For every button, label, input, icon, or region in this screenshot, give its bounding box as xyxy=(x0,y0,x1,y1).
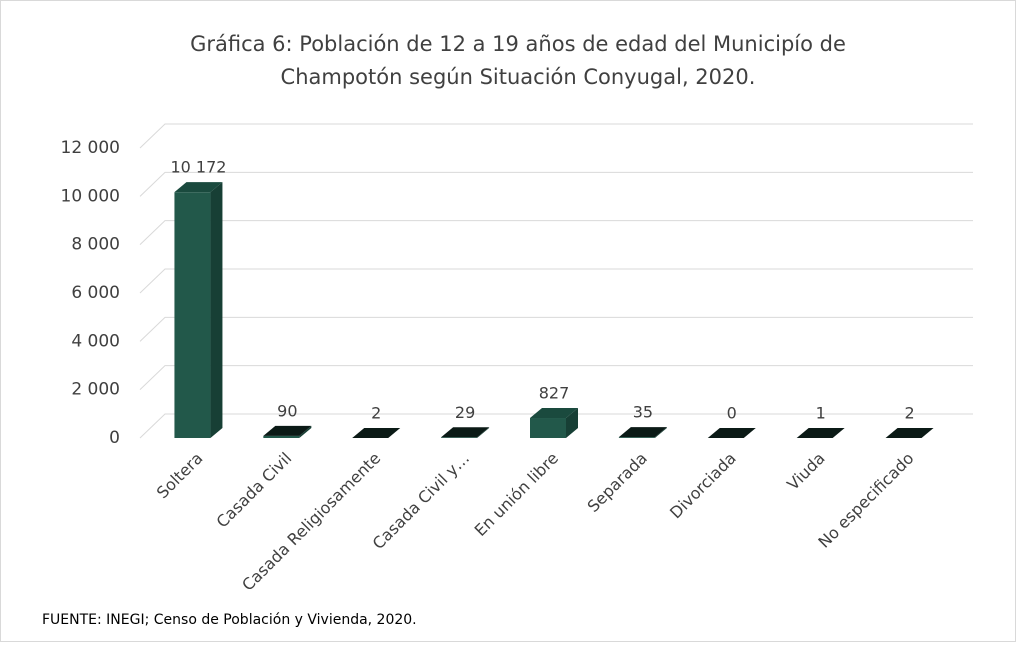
value-label: 35 xyxy=(633,403,653,422)
bar xyxy=(263,436,299,438)
value-label: 90 xyxy=(277,401,297,420)
y-tick-label: 2 000 xyxy=(71,380,120,400)
y-tick-label: 10 000 xyxy=(61,186,120,206)
bar xyxy=(530,418,566,438)
bar xyxy=(441,437,477,438)
y-tick-label: 4 000 xyxy=(71,331,120,351)
bar-side xyxy=(210,182,222,438)
chart-subtitle: Champotón según Situación Conyugal, 2020… xyxy=(281,65,756,89)
value-label: 0 xyxy=(727,404,737,423)
y-tick-label: 8 000 xyxy=(71,235,120,255)
y-tick-label: 6 000 xyxy=(71,283,120,303)
source-note: FUENTE: INEGI; Censo de Población y Vivi… xyxy=(42,612,417,628)
value-label: 827 xyxy=(539,384,570,403)
y-tick-label: 0 xyxy=(109,428,120,448)
bar xyxy=(619,437,655,438)
value-label: 10 172 xyxy=(170,158,226,177)
bar xyxy=(174,192,210,438)
value-label: 1 xyxy=(816,403,826,422)
chart-title: Gráfica 6: Población de 12 a 19 años de … xyxy=(190,32,846,56)
value-label: 2 xyxy=(904,403,914,422)
value-label: 29 xyxy=(455,403,475,422)
y-tick-label: 12 000 xyxy=(61,138,120,158)
value-label: 2 xyxy=(371,403,381,422)
